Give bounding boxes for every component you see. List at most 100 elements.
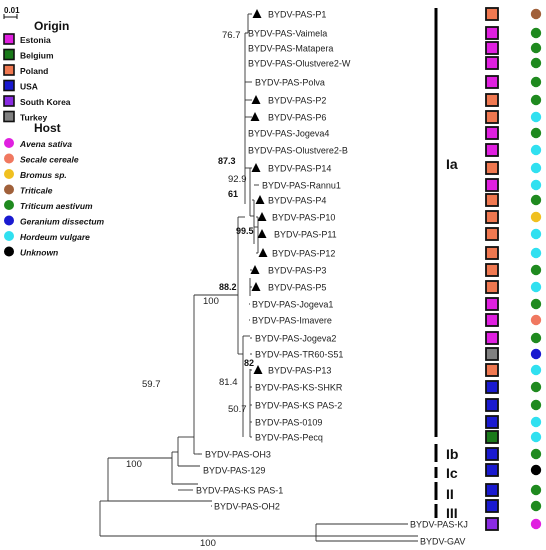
bootstrap-value: 100 <box>200 538 216 549</box>
tip-label: BYDV-PAS-0109 <box>255 418 322 428</box>
tip-label: BYDV-PAS-P10 <box>272 213 335 223</box>
host-legend-label: Secale cereale <box>20 155 79 165</box>
tree-tip: BYDV-PAS-Jogeva4 <box>248 126 542 140</box>
host-legend-label: Triticale <box>20 186 53 196</box>
host-circle <box>530 314 542 326</box>
origin-square <box>485 193 499 207</box>
host-legend-label: Unknown <box>20 248 58 258</box>
host-legend-item: Secale cereale <box>4 153 79 165</box>
tree-tip: BYDV-GAV <box>420 537 465 547</box>
tip-label: BYDV-PAS-P5 <box>268 283 326 293</box>
host-circle <box>530 42 542 54</box>
origin-legend-item: Belgium <box>3 48 54 61</box>
host-circle <box>530 431 542 443</box>
origin-square <box>485 415 499 429</box>
tip-label: BYDV-PAS-P14 <box>268 164 331 174</box>
host-swatch <box>4 184 14 195</box>
host-legend-label: Triticum aestivum <box>20 201 93 211</box>
origin-square <box>485 331 499 345</box>
bootstrap-value: 81.4 <box>219 377 238 388</box>
bootstrap-value: 61 <box>228 189 238 199</box>
triangle-marker-icon <box>252 9 262 18</box>
origin-square <box>485 313 499 327</box>
origin-square <box>485 178 499 192</box>
origin-swatch <box>3 79 15 92</box>
tree-tip: BYDV-PAS-P12 <box>256 246 542 260</box>
host-legend-label: Geranium dissectum <box>20 217 105 227</box>
host-circle <box>530 416 542 428</box>
origin-legend-item: Estonia <box>3 33 51 45</box>
host-circle <box>530 127 542 139</box>
tree-tip: BYDV-PAS-KS-SHKR <box>250 380 542 394</box>
origin-square <box>485 263 499 277</box>
origin-square <box>485 26 499 40</box>
host-circle <box>530 144 542 156</box>
origin-swatch <box>3 33 15 45</box>
host-legend-item: Triticum aestivum <box>4 200 93 211</box>
host-circle <box>530 27 542 39</box>
host-legend-label: Avena sativa <box>19 139 72 149</box>
tip-label: BYDV-PAS-Olustvere2-W <box>248 59 351 69</box>
tree-tip: BYDV-PAS-P1 <box>248 7 542 21</box>
tip-label: BYDV-PAS-Imavere <box>252 316 332 326</box>
tree-tip: BYDV-PAS-Matapera <box>248 41 542 55</box>
tree-tip: BYDV-PAS-Jogeva1 <box>249 297 542 311</box>
tip-label: BYDV-PAS-Jogeva2 <box>255 334 336 344</box>
host-swatch <box>4 200 14 210</box>
tree-tip: BYDV-PAS-Olustvere2-W <box>248 56 542 70</box>
tip-label: BYDV-PAS-P12 <box>272 249 335 259</box>
origin-legend-label: USA <box>20 82 38 92</box>
tip-label: BYDV-PAS-P6 <box>268 113 326 123</box>
host-swatch <box>4 231 14 241</box>
host-legend-item: Bromus sp. <box>4 169 67 180</box>
tip-label: BYDV-PAS-OH3 <box>205 450 271 460</box>
tree-tip: BYDV-PAS-KJ <box>410 517 542 531</box>
tip-label: BYDV-PAS-Jogeva4 <box>248 129 329 139</box>
tree-tip: BYDV-PAS-P11 <box>257 227 542 241</box>
triangle-marker-icon <box>255 195 265 204</box>
tip-label: BYDV-PAS-TR60-S51 <box>255 350 343 360</box>
origin-square <box>485 463 499 477</box>
tip-label: BYDV-PAS-Polva <box>255 78 325 88</box>
host-legend-item: Triticale <box>4 184 53 196</box>
tip-label: BYDV-PAS-Vaimela <box>248 29 327 39</box>
host-swatch <box>4 169 14 179</box>
host-circle <box>530 76 542 88</box>
host-circle <box>530 298 542 310</box>
host-circle <box>530 94 542 106</box>
tip-label: BYDV-PAS-P2 <box>268 96 326 106</box>
tree-tip: BYDV-PAS-P13 <box>250 363 542 377</box>
origin-square <box>485 93 499 107</box>
host-circle <box>530 228 542 240</box>
tip-label: BYDV-PAS-KS PAS-2 <box>255 401 342 411</box>
tree-tip: BYDV-PAS-KS PAS-2 <box>250 398 542 412</box>
bootstrap-value: 100 <box>203 296 219 307</box>
clade-label: III <box>446 505 458 521</box>
tree-tip: BYDV-PAS-P6 <box>245 110 542 124</box>
bootstrap-value: 88.2 <box>219 282 237 292</box>
origin-swatch <box>3 64 15 76</box>
host-swatch <box>4 138 14 148</box>
tree-tip: BYDV-PAS-P5 <box>250 280 542 294</box>
host-circle <box>530 448 542 460</box>
clade-label: II <box>446 486 454 502</box>
host-circle <box>530 264 542 276</box>
origin-legend-label: South Korea <box>20 97 71 107</box>
tip-label: BYDV-PAS-OH2 <box>214 502 280 512</box>
tree-tip: BYDV-PAS-P10 <box>256 210 542 224</box>
origin-swatch <box>3 110 15 123</box>
tree-tips: BYDV-PAS-P1 BYDV-PAS-Vaimela BYDV-PAS-Mata… <box>178 7 542 547</box>
origin-square <box>485 297 499 311</box>
origin-square <box>485 41 499 55</box>
origin-legend-item: USA <box>3 79 38 92</box>
tree-tip: BYDV-PAS-Olustvere2-B <box>248 143 542 157</box>
tree-tip: BYDV-PAS-Polva <box>245 75 542 89</box>
scale-label: 0.01 <box>4 6 20 15</box>
host-legend-item: Hordeum vulgare <box>4 231 90 242</box>
tip-label: BYDV-PAS-P4 <box>268 196 326 206</box>
origin-legend-item: Poland <box>3 64 48 76</box>
host-circle <box>530 518 542 530</box>
bootstrap-value: 76.7 <box>222 30 241 41</box>
origin-swatch <box>3 48 15 61</box>
